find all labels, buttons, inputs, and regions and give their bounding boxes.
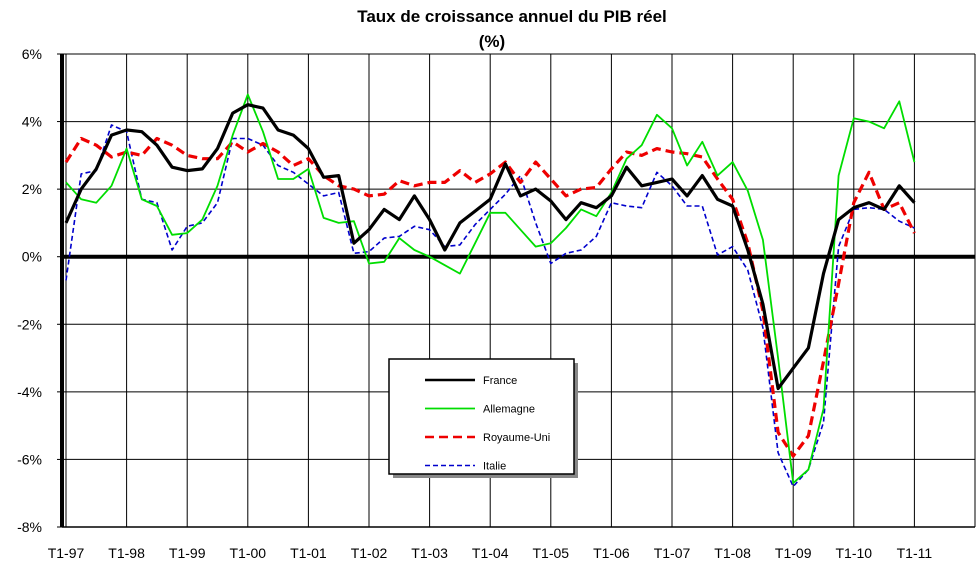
x-axis-ticks: T1-97 T1-98 T1-99 T1-00 T1-01 T1-02 T1-03 T1-04…	[48, 545, 933, 561]
y-tick-label: 4%	[22, 114, 42, 130]
y-axis-ticks: 6% 4% 2% 0% -2% -4% -6% -8%	[17, 46, 62, 535]
x-tick-label: T1-06	[593, 545, 630, 561]
y-tick-label: -4%	[17, 384, 42, 400]
x-tick-label: T1-98	[108, 545, 145, 561]
x-tick-label: T1-02	[351, 545, 388, 561]
x-tick-label: T1-99	[169, 545, 206, 561]
series-line-italie	[65, 124, 915, 488]
legend-items: France Allemagne Royaume-Uni Italie	[425, 375, 550, 473]
legend-label-italie: Italie	[483, 461, 506, 473]
x-tick-label: T1-01	[290, 545, 327, 561]
x-tick-label: T1-05	[533, 545, 570, 561]
x-tick-label: T1-10	[836, 545, 873, 561]
legend: France Allemagne Royaume-Uni Italie	[388, 358, 578, 478]
y-tick-label: -8%	[17, 519, 42, 535]
y-tick-label: 2%	[22, 181, 42, 197]
legend-label-royaume-uni: Royaume-Uni	[483, 432, 550, 444]
x-tick-label: T1-97	[48, 545, 85, 561]
chart-title: Taux de croissance annuel du PIB réel	[357, 7, 667, 26]
series-line-france	[64, 103, 916, 391]
y-tick-label: 6%	[22, 46, 42, 62]
legend-box	[388, 358, 575, 475]
series-line-allemagne	[65, 93, 916, 485]
y-tick-label: -2%	[17, 316, 42, 332]
y-tick-label: 0%	[22, 249, 42, 265]
x-tick-label: T1-11	[897, 545, 933, 561]
series-line-royaume-uni	[64, 136, 916, 458]
legend-label-allemagne: Allemagne	[483, 404, 535, 416]
y-tick-label: -6%	[17, 451, 42, 467]
x-tick-label: T1-07	[654, 545, 691, 561]
legend-label-france: France	[483, 375, 517, 387]
x-tick-label: T1-09	[775, 545, 812, 561]
x-tick-label: T1-00	[230, 545, 267, 561]
x-tick-label: T1-03	[411, 545, 448, 561]
axes	[60, 53, 976, 528]
chart-subtitle: (%)	[479, 32, 505, 51]
x-tick-label: T1-04	[472, 545, 509, 561]
x-tick-label: T1-08	[714, 545, 751, 561]
series-lines	[64, 93, 916, 488]
